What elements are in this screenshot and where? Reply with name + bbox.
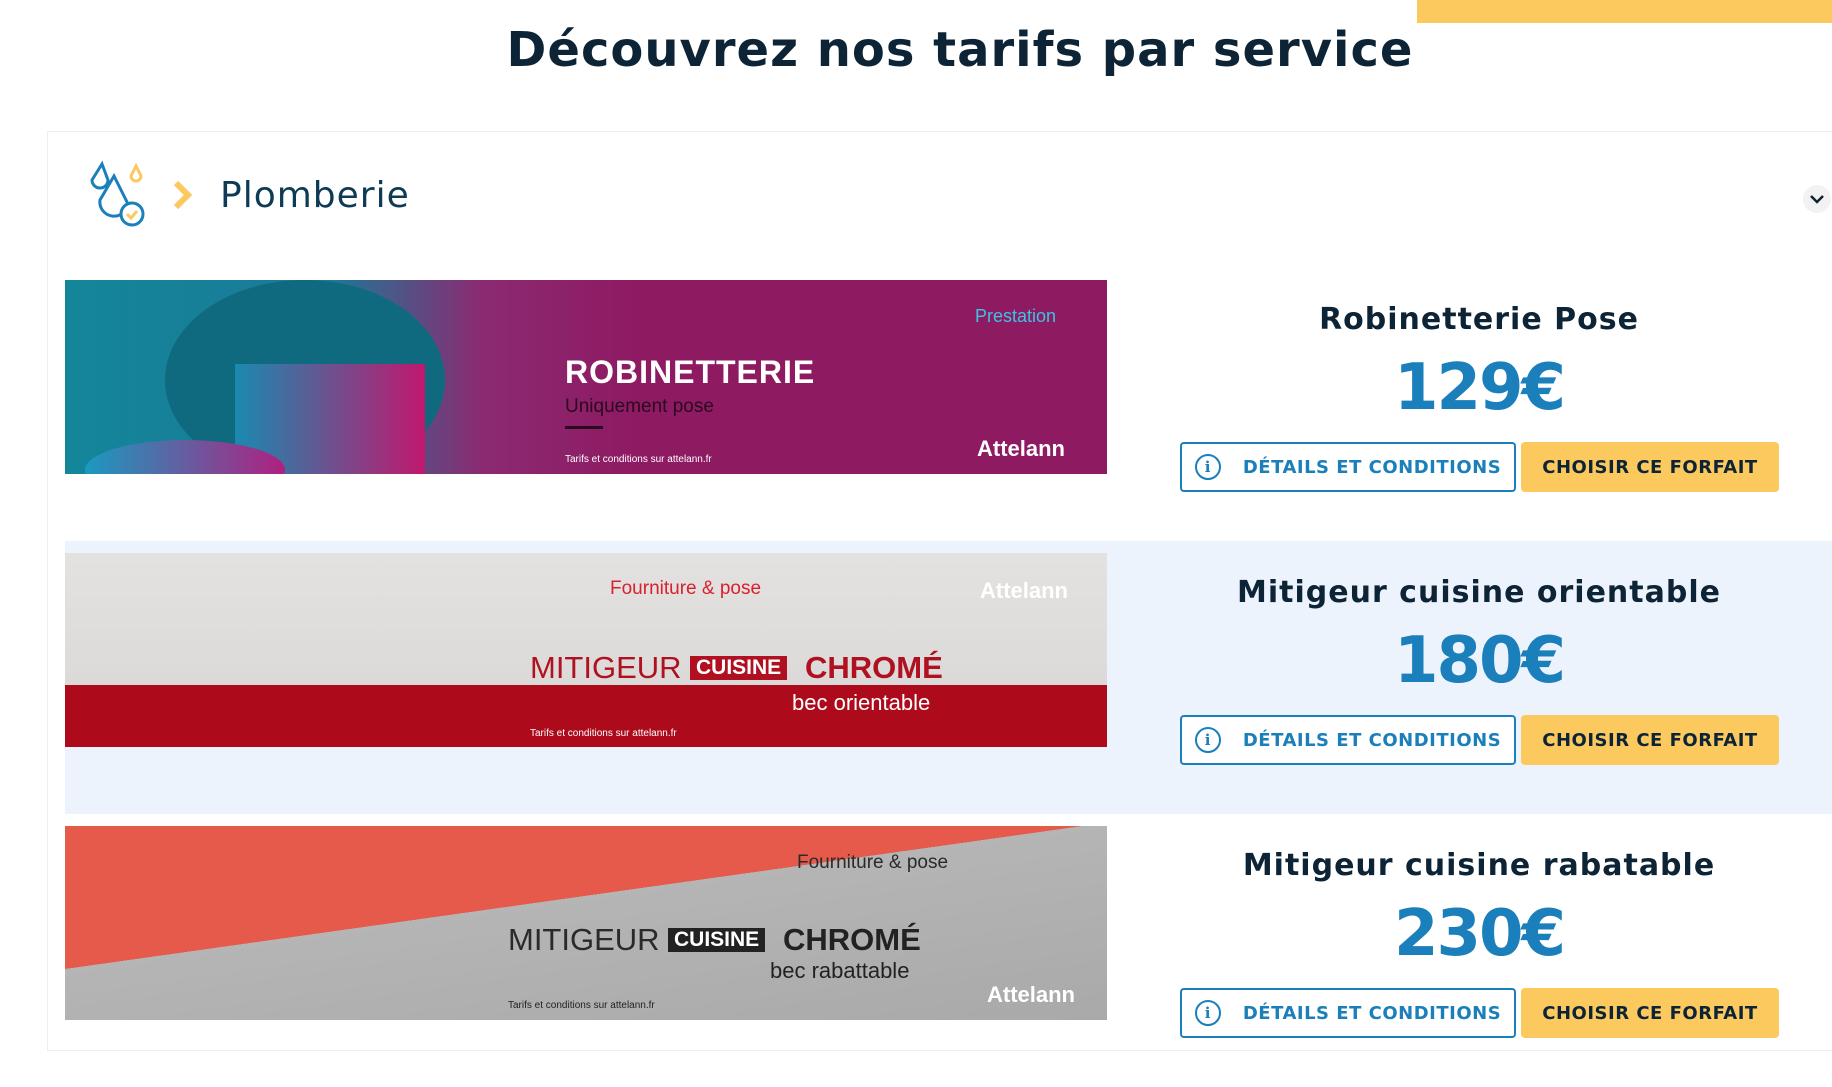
banner-badge: Fourniture & pose — [797, 852, 949, 873]
category-label: Plomberie — [220, 174, 410, 216]
banner-heading-2: CUISINE — [690, 656, 788, 680]
banner-subheading: bec rabattable — [770, 958, 910, 983]
offer-row: Fourniture & pose MITIGEUR CUISINE CHROM… — [65, 814, 1832, 1087]
banner-heading-3: CHROMÉ — [805, 650, 943, 685]
offer-price: 230€ — [1393, 897, 1566, 971]
banner-heading: ROBINETTERIE — [565, 354, 816, 390]
offer-title: Mitigeur cuisine rabatable — [1242, 848, 1716, 883]
banner-heading-1: MITIGEUR — [508, 922, 660, 957]
choose-plan-button[interactable]: CHOISIR CE FORFAIT — [1521, 715, 1779, 765]
offer-price: 129€ — [1393, 351, 1566, 425]
choose-plan-button[interactable]: CHOISIR CE FORFAIT — [1521, 442, 1779, 492]
water-drops-check-icon — [90, 160, 145, 227]
chevron-right-icon — [173, 180, 193, 210]
page-title: Découvrez nos tarifs par service — [506, 22, 1414, 78]
offer-price: 180€ — [1393, 624, 1566, 698]
top-accent-bar — [1417, 0, 1832, 23]
chevron-down-icon — [1810, 195, 1824, 204]
offer-banner-image: Prestation ROBINETTERIE Uniquement pose … — [65, 280, 1107, 474]
details-conditions-button[interactable]: i DÉTAILS ET CONDITIONS — [1180, 715, 1516, 765]
offer-banner-image: Fourniture & pose MITIGEUR CUISINE CHROM… — [65, 826, 1107, 1020]
details-conditions-button[interactable]: i DÉTAILS ET CONDITIONS — [1180, 988, 1516, 1038]
banner-brand-logo: Attelann — [987, 982, 1075, 1007]
offer-title: Mitigeur cuisine orientable — [1237, 575, 1721, 610]
banner-badge: Prestation — [975, 306, 1057, 326]
banner-brand-logo: Attelann — [977, 436, 1065, 461]
category-header[interactable]: Plomberie — [88, 160, 410, 230]
offer-row: Prestation ROBINETTERIE Uniquement pose … — [65, 268, 1832, 541]
banner-brand-logo: Attelann — [980, 578, 1068, 603]
banner-legal: Tarifs et conditions sur attelann.fr — [508, 1000, 655, 1011]
info-icon: i — [1194, 727, 1221, 753]
details-label: DÉTAILS ET CONDITIONS — [1242, 456, 1502, 478]
banner-heading-2: CUISINE — [668, 928, 766, 952]
choose-plan-button[interactable]: CHOISIR CE FORFAIT — [1521, 988, 1779, 1038]
banner-subheading: Uniquement pose — [565, 396, 714, 417]
offer-row: Fourniture & pose Attelann MITIGEUR CUIS… — [65, 541, 1832, 814]
banner-subheading: bec orientable — [792, 690, 931, 715]
offer-title: Robinetterie Pose — [1319, 302, 1639, 337]
banner-heading-1: MITIGEUR — [530, 650, 682, 685]
banner-legal: Tarifs et conditions sur attelann.fr — [530, 728, 677, 739]
banner-legal: Tarifs et conditions sur attelann.fr — [565, 454, 712, 465]
details-label: DÉTAILS ET CONDITIONS — [1242, 1002, 1502, 1024]
banner-badge: Fourniture & pose — [610, 578, 762, 599]
collapse-toggle[interactable] — [1803, 185, 1831, 213]
details-label: DÉTAILS ET CONDITIONS — [1242, 729, 1502, 751]
banner-heading-3: CHROMÉ — [783, 922, 921, 957]
offer-banner-image: Fourniture & pose Attelann MITIGEUR CUIS… — [65, 553, 1107, 747]
info-icon: i — [1194, 454, 1221, 480]
info-icon: i — [1194, 1000, 1221, 1026]
details-conditions-button[interactable]: i DÉTAILS ET CONDITIONS — [1180, 442, 1516, 492]
